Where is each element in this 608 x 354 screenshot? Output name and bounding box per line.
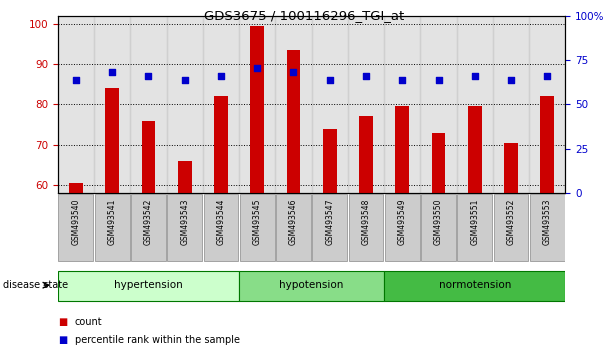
FancyBboxPatch shape xyxy=(240,194,275,261)
Point xyxy=(289,69,299,75)
Bar xyxy=(286,50,300,193)
FancyBboxPatch shape xyxy=(313,194,347,261)
FancyBboxPatch shape xyxy=(58,271,239,301)
FancyBboxPatch shape xyxy=(384,271,565,301)
Text: GSM493547: GSM493547 xyxy=(325,199,334,245)
Text: GSM493553: GSM493553 xyxy=(543,199,552,245)
Bar xyxy=(214,96,228,193)
Text: normotension: normotension xyxy=(438,280,511,290)
Text: hypotension: hypotension xyxy=(280,280,344,290)
Point xyxy=(542,73,552,79)
FancyBboxPatch shape xyxy=(131,194,166,261)
FancyBboxPatch shape xyxy=(239,271,384,301)
Bar xyxy=(167,16,203,193)
Bar xyxy=(275,16,311,193)
FancyBboxPatch shape xyxy=(530,194,565,261)
Text: hypertension: hypertension xyxy=(114,280,183,290)
Point xyxy=(434,78,443,83)
Text: GSM493552: GSM493552 xyxy=(506,199,516,245)
Point xyxy=(361,73,371,79)
FancyBboxPatch shape xyxy=(276,194,311,261)
Bar xyxy=(178,161,192,193)
Bar xyxy=(130,16,167,193)
Bar xyxy=(457,16,493,193)
FancyBboxPatch shape xyxy=(494,194,528,261)
Text: GSM493545: GSM493545 xyxy=(253,199,261,245)
Text: GSM493551: GSM493551 xyxy=(470,199,479,245)
Text: GSM493549: GSM493549 xyxy=(398,199,407,245)
Point xyxy=(180,78,190,83)
Bar xyxy=(504,143,518,193)
Bar xyxy=(58,16,94,193)
Bar xyxy=(142,120,155,193)
Bar xyxy=(239,16,275,193)
FancyBboxPatch shape xyxy=(58,194,93,261)
Point xyxy=(470,73,480,79)
Bar xyxy=(529,16,565,193)
Text: GSM493540: GSM493540 xyxy=(71,199,80,245)
Bar xyxy=(323,129,337,193)
Text: GSM493550: GSM493550 xyxy=(434,199,443,245)
Text: ■: ■ xyxy=(58,317,67,327)
Point xyxy=(506,78,516,83)
Bar xyxy=(384,16,420,193)
Text: GSM493548: GSM493548 xyxy=(362,199,370,245)
Bar xyxy=(395,107,409,193)
FancyBboxPatch shape xyxy=(95,194,130,261)
Bar xyxy=(203,16,239,193)
Bar xyxy=(420,16,457,193)
Bar xyxy=(359,116,373,193)
FancyBboxPatch shape xyxy=(167,194,202,261)
Point xyxy=(107,69,117,75)
Text: count: count xyxy=(75,317,102,327)
Text: percentile rank within the sample: percentile rank within the sample xyxy=(75,335,240,345)
FancyBboxPatch shape xyxy=(348,194,384,261)
Bar xyxy=(468,107,482,193)
Text: GDS3675 / 100116296_TGI_at: GDS3675 / 100116296_TGI_at xyxy=(204,9,404,22)
Point xyxy=(216,73,226,79)
Bar xyxy=(250,26,264,193)
Text: GSM493546: GSM493546 xyxy=(289,199,298,245)
Bar xyxy=(69,183,83,193)
FancyBboxPatch shape xyxy=(385,194,420,261)
Point xyxy=(325,78,334,83)
Bar xyxy=(348,16,384,193)
Bar xyxy=(493,16,529,193)
Text: disease state: disease state xyxy=(3,280,68,290)
Point xyxy=(71,78,81,83)
FancyBboxPatch shape xyxy=(421,194,456,261)
Bar xyxy=(541,96,554,193)
Text: GSM493543: GSM493543 xyxy=(180,199,189,245)
Bar xyxy=(432,133,446,193)
Text: GSM493544: GSM493544 xyxy=(216,199,226,245)
FancyBboxPatch shape xyxy=(204,194,238,261)
Text: GSM493542: GSM493542 xyxy=(144,199,153,245)
Text: GSM493541: GSM493541 xyxy=(108,199,117,245)
Bar xyxy=(311,16,348,193)
FancyBboxPatch shape xyxy=(457,194,492,261)
Point xyxy=(252,65,262,71)
Text: ■: ■ xyxy=(58,335,67,345)
Point xyxy=(398,78,407,83)
Point xyxy=(143,73,153,79)
Bar xyxy=(94,16,130,193)
Bar xyxy=(105,88,119,193)
